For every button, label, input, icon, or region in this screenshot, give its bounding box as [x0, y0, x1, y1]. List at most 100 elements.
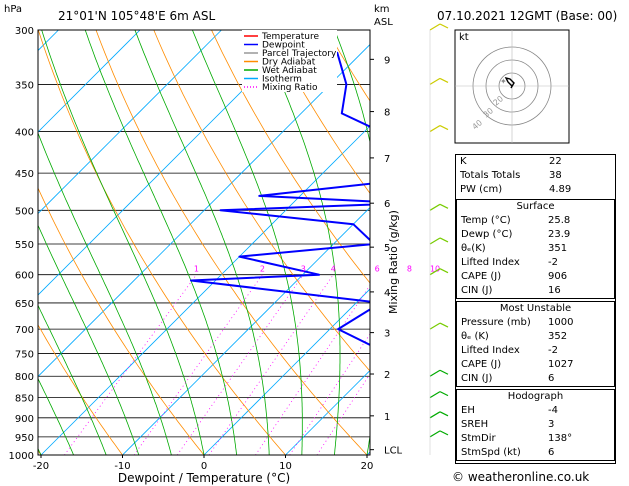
- mixing-ratio-label: 2: [260, 265, 265, 274]
- x-tick-label: 10: [279, 461, 292, 472]
- hodograph: kt 40 30 20 ✦: [454, 29, 570, 144]
- mixing-ratio-label: 10: [430, 265, 440, 274]
- most-unstable-title: Most Unstable: [499, 303, 572, 314]
- hodo-trace: [504, 76, 515, 89]
- profile-lines: [190, 30, 461, 455]
- wind-barb-flag: [439, 268, 449, 274]
- wind-barb-flag: [439, 77, 449, 83]
- hodo-row: StmSpd (kt) 6: [461, 447, 555, 458]
- hodo-row: StmDir 138°: [461, 433, 573, 444]
- x-tick-label: -20: [33, 461, 49, 472]
- isotherm-line: [285, 369, 370, 455]
- wind-barb-flag: [439, 322, 449, 328]
- wind-barb-staff: [429, 203, 441, 211]
- km-tick-label: 4: [384, 288, 390, 299]
- pressure-tick-label: 1000: [9, 451, 34, 462]
- pressure-tick-label: 650: [15, 299, 34, 310]
- legend-label: Dewpoint: [262, 41, 305, 51]
- hodograph-section: Hodograph EH -4 SREH 3 StmDir 138° StmSpd (…: [456, 389, 615, 461]
- legend-label: Isotherm: [262, 75, 302, 85]
- most-unstable-section: Most Unstable Pressure (mb) 1000 θₑ (K) 35…: [456, 301, 615, 387]
- pressure-tick-label: 500: [15, 206, 34, 217]
- surface-row: θₑ(K) 351: [461, 243, 568, 254]
- wind-barb-flag: [439, 369, 449, 375]
- wind-barb-staff: [429, 237, 441, 245]
- mixing-ratio-label: 3: [301, 265, 306, 274]
- height-axis: 9 8 7 6 5 4 3 2 1 LCL: [370, 55, 403, 457]
- wet-adiabat: [84, 30, 237, 455]
- km-tick-label: 9: [384, 55, 390, 66]
- dry-adiabat: [153, 30, 370, 372]
- hodo-row: SREH 3: [461, 419, 555, 430]
- pressure-tick-label: 550: [15, 240, 34, 251]
- indices-panel: K 22 Totals Totals 38 PW (cm) 4.89 Surface …: [455, 154, 616, 464]
- footer-credit[interactable]: © weatheronline.co.uk: [452, 470, 590, 484]
- mixing-ratio-line: [289, 333, 370, 455]
- wind-barb-staff: [429, 268, 441, 276]
- isotherm-line: [38, 43, 370, 378]
- wet-adiabat: [134, 30, 270, 455]
- dry-adiabat: [38, 30, 286, 455]
- wind-barb-flag: [439, 391, 449, 397]
- wind-barb-staff: [429, 411, 441, 419]
- km-tick-label: 8: [384, 108, 390, 119]
- wet-adiabat: [38, 304, 107, 455]
- pressure-axis: 300 350 400 450 500 550 600 650 700 750 800 850 900 9…: [9, 26, 34, 462]
- parcel-trajectory-line: [408, 30, 461, 455]
- wet-adiabat: [258, 30, 341, 455]
- legend-label: Dry Adiabat: [262, 58, 316, 68]
- wet-adiabat: [400, 30, 437, 455]
- mu-row: Pressure (mb) 1000: [461, 317, 574, 328]
- hpa-label: hPa: [4, 4, 22, 15]
- surface-row: CIN (J) 16: [461, 285, 561, 296]
- mixing-ratio-label: 6: [375, 265, 380, 274]
- legend-label: Parcel Trajectory: [262, 49, 337, 59]
- x-tick-label: -10: [114, 461, 130, 472]
- isotherm-line: [40, 125, 370, 455]
- wet-adiabat: [334, 30, 370, 455]
- wind-barb-staff: [429, 125, 441, 133]
- isotherm-line: [203, 288, 370, 455]
- mixing-ratio-line: [255, 284, 370, 455]
- km-tick-label: 6: [384, 199, 390, 210]
- wind-barb-flag: [439, 237, 449, 243]
- dry-adiabat: [95, 30, 368, 455]
- mixing-ratio-line: [208, 274, 334, 455]
- legend-label: Wet Adiabat: [262, 66, 317, 76]
- pressure-tick-label: 900: [15, 414, 34, 425]
- mu-row: CIN (J) 6: [461, 373, 555, 384]
- wind-barb-flag: [439, 203, 449, 209]
- mixing-ratio-label: 1: [194, 265, 199, 274]
- km-tick-label: 1: [384, 412, 390, 423]
- wind-barb-flag: [439, 411, 449, 417]
- wind-barbs: [429, 23, 449, 455]
- isotherm-line: [38, 30, 141, 133]
- wind-barb-flag: [439, 430, 449, 436]
- dry-adiabat: [616, 30, 629, 455]
- isotherm-line: [122, 206, 370, 455]
- dry-adiabat: [268, 30, 370, 194]
- pressure-tick-label: 300: [15, 26, 34, 37]
- mu-row: θₑ (K) 352: [461, 331, 568, 342]
- isotherm-line: [38, 30, 222, 215]
- pressure-tick-label: 950: [15, 433, 34, 444]
- wind-barb-flag: [439, 23, 449, 29]
- surface-row: Temp (°C) 25.8: [461, 215, 571, 226]
- pressure-tick-label: 850: [15, 394, 34, 405]
- pressure-tick-label: 800: [15, 372, 34, 383]
- km-tick-label: 5: [384, 243, 390, 254]
- wind-barb-staff: [429, 77, 441, 85]
- x-tick-label: 20: [361, 461, 374, 472]
- pressure-tick-label: 350: [15, 80, 34, 91]
- surface-row: Lifted Index -2: [461, 257, 558, 268]
- mixing-ratio-label: 4: [331, 265, 336, 274]
- pressure-tick-label: 600: [15, 271, 34, 282]
- plot-grid: [38, 30, 629, 455]
- wet-adiabat: [38, 224, 140, 455]
- wind-barb-staff: [429, 391, 441, 399]
- isotherm-line: [38, 30, 304, 296]
- dry-adiabat: [211, 30, 370, 284]
- km-tick-label: 7: [384, 154, 390, 165]
- hodo-row: EH -4: [461, 405, 558, 416]
- mixing-ratio-title: Mixing Ratio (g/kg): [387, 210, 400, 314]
